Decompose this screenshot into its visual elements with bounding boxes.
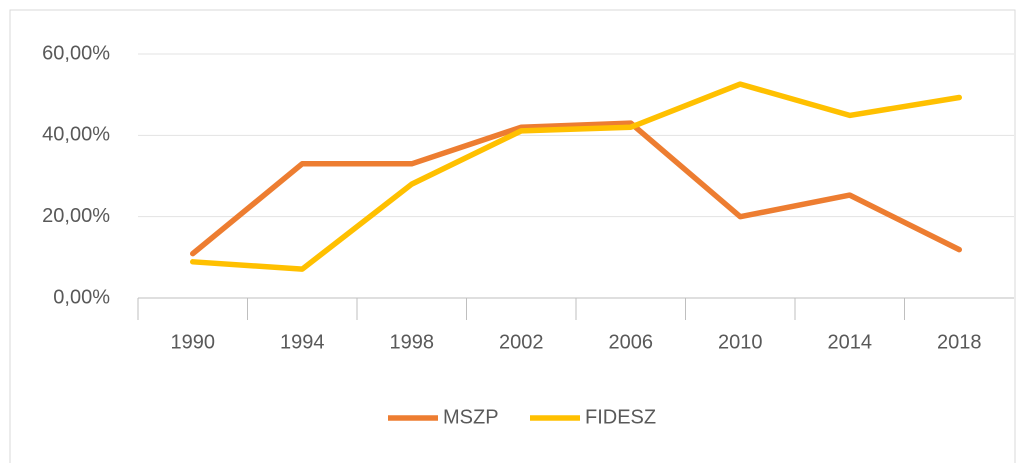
x-tick-label: 1990 <box>171 331 216 353</box>
y-tick-label: 40,00% <box>42 124 110 146</box>
series-line <box>190 120 962 257</box>
x-tick-label: 2018 <box>937 331 982 353</box>
series-line <box>190 81 962 272</box>
chart-border <box>9 9 1016 463</box>
legend-label: FIDESZ <box>585 406 656 428</box>
x-tick-label: 2002 <box>499 331 544 353</box>
y-tick-label: 0,00% <box>53 286 110 308</box>
y-tick-label: 20,00% <box>42 205 110 227</box>
x-tick-label: 1994 <box>280 331 325 353</box>
x-tick-label: 2006 <box>609 331 654 353</box>
y-tick-label: 60,00% <box>42 42 110 64</box>
x-tick-label: 2014 <box>828 331 873 353</box>
x-tick-label: 1998 <box>390 331 435 353</box>
x-tick-label: 2010 <box>718 331 763 353</box>
legend-label: MSZP <box>443 406 499 428</box>
